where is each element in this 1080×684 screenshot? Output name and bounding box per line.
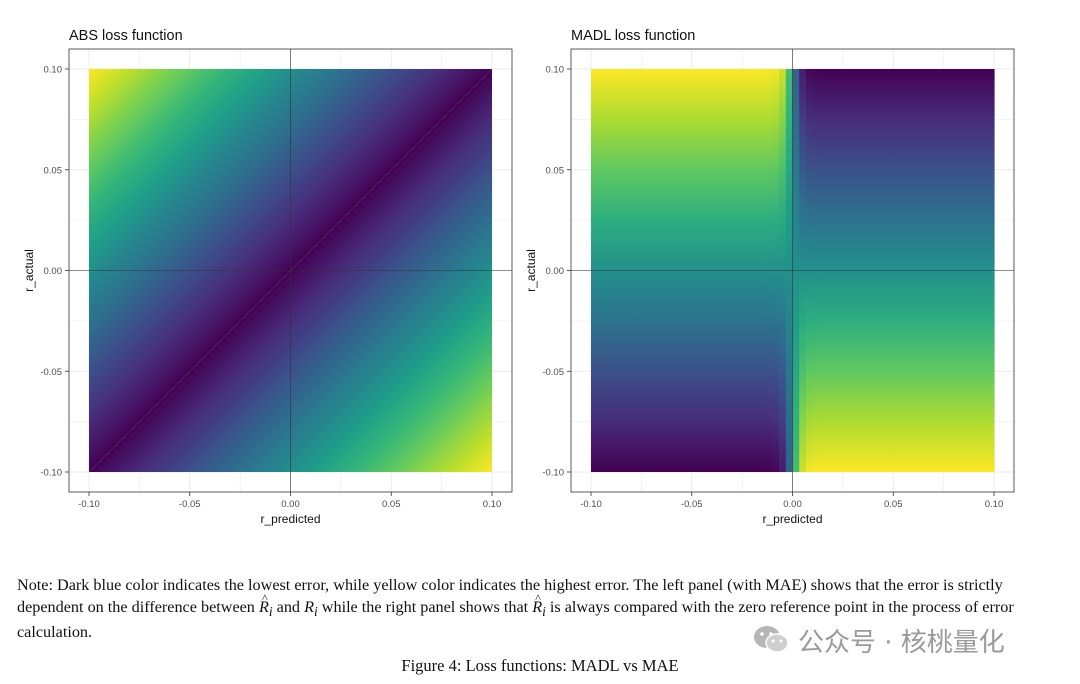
y-tick-label: -0.10 (542, 468, 564, 479)
r-hat-symbol-2: Ri (532, 588, 546, 623)
note-text-3: is always compared with the zero referen… (17, 597, 1014, 642)
x-tick-label: -0.05 (179, 499, 201, 510)
y-tick-label: -0.05 (542, 367, 564, 378)
figure-caption: Figure 4: Loss functions: MADL vs MAE (401, 656, 679, 675)
x-tick-label: 0.10 (985, 499, 1004, 510)
y-tick-label: 0.00 (44, 266, 63, 277)
r-hat-symbol: Ri (259, 588, 273, 623)
x-axis-label: r_predicted (260, 512, 320, 526)
y-tick-label: -0.10 (40, 468, 62, 479)
figure-charts: -0.10 -0.05 0.00 0.05 0.10 -0.10 -0.05 0.00 0.05… (22, 28, 1015, 526)
y-tick-label: 0.10 (44, 65, 63, 76)
x-tick-label: 0.00 (783, 499, 802, 510)
x-tick-label: -0.05 (681, 499, 703, 510)
chart-panel-2: -0.10 -0.05 0.00 0.05 0.10 -0.10 -0.05 0.00 0.05… (524, 28, 1015, 526)
chart-title: MADL loss function (571, 28, 695, 44)
y-tick-label: 0.05 (44, 165, 63, 176)
note-text-2: while the right panel shows that (317, 597, 533, 616)
y-tick-label: 0.00 (546, 266, 565, 277)
y-axis-label: r_actual (524, 249, 538, 292)
figure-note: Note: Dark blue color indicates the lowe… (17, 575, 1047, 644)
r-symbol: Ri (304, 597, 318, 619)
x-tick-label: 0.00 (281, 499, 300, 510)
watermark-text: 公众号 · 核桃量化 (798, 627, 1005, 658)
wechat-icon (754, 626, 789, 653)
y-axis-label: r_actual (22, 249, 36, 292)
watermark: 公众号 · 核桃量化 (752, 622, 1005, 658)
note-and: and (272, 597, 305, 616)
x-tick-label: -0.10 (580, 499, 602, 510)
x-tick-label: 0.05 (382, 499, 401, 510)
y-tick-label: 0.10 (546, 65, 565, 76)
y-tick-label: 0.05 (546, 165, 565, 176)
x-tick-label: -0.10 (78, 499, 100, 510)
chart-panel-1: -0.10 -0.05 0.00 0.05 0.10 -0.10 -0.05 0.00 0.05… (22, 28, 513, 526)
x-tick-label: 0.10 (483, 499, 502, 510)
x-tick-label: 0.05 (884, 499, 903, 510)
y-tick-label: -0.05 (40, 367, 62, 378)
chart-title: ABS loss function (69, 28, 183, 44)
x-axis-label: r_predicted (762, 512, 822, 526)
